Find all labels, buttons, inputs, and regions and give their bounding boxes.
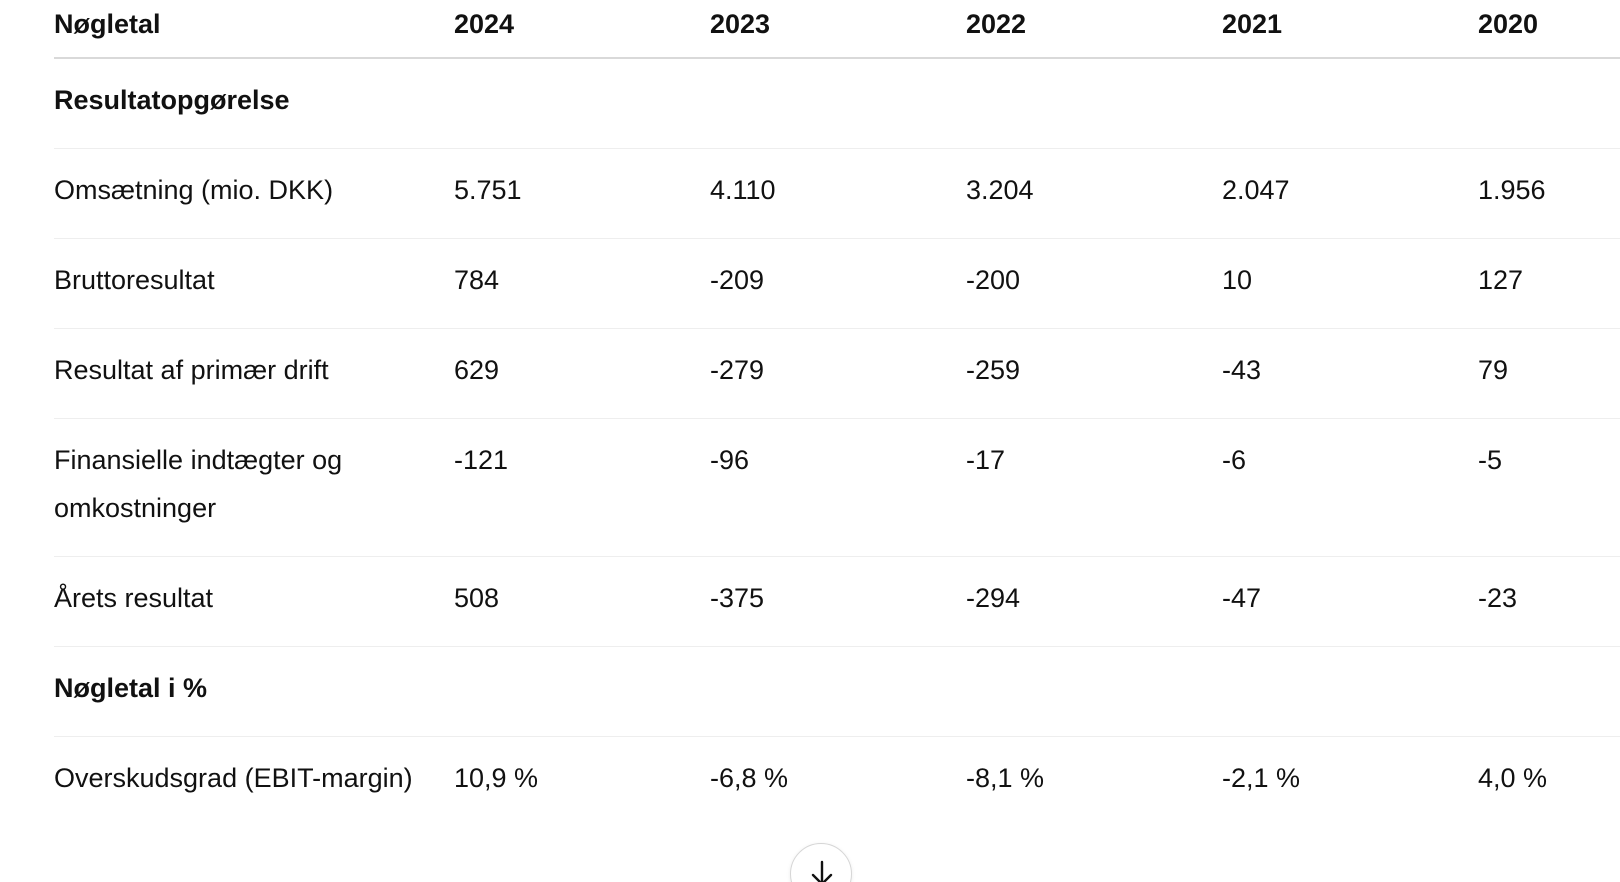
cell-value: 79 <box>1478 354 1509 385</box>
cell-value: -375 <box>710 582 765 613</box>
cell-value: 5.751 <box>454 174 522 205</box>
row-label: Omsætning (mio. DKK) <box>54 174 334 205</box>
header-year: 2020 <box>1478 0 1620 59</box>
row-label: Resultat af primær drift <box>54 354 329 385</box>
table-row: Overskudsgrad (EBIT-margin) 10,9 % -6,8 … <box>54 736 1620 874</box>
row-label: Overskudsgrad (EBIT-margin) <box>54 762 413 793</box>
cell-value: 10 <box>1222 264 1253 295</box>
table-header-row: Nøgletal 2024 2023 2022 2021 2020 <box>54 0 1620 59</box>
header-year: 2023 <box>710 0 966 59</box>
cell-value: -121 <box>454 444 509 475</box>
table-row: Omsætning (mio. DKK) 5.751 4.110 3.204 2… <box>54 148 1620 239</box>
header-year: 2021 <box>1222 0 1478 59</box>
cell-value: -294 <box>966 582 1021 613</box>
table-row: Årets resultat 508 -375 -294 -47 -23 <box>54 556 1620 647</box>
cell-value: 10,9 % <box>454 762 539 793</box>
cell-value: -96 <box>710 444 750 475</box>
cell-value: -5 <box>1478 444 1503 475</box>
cell-value: -6,8 % <box>710 762 789 793</box>
cell-value: 4,0 % <box>1478 762 1548 793</box>
cell-value: -23 <box>1478 582 1518 613</box>
cell-value: 127 <box>1478 264 1524 295</box>
cell-value: 508 <box>454 582 500 613</box>
cell-value: -200 <box>966 264 1021 295</box>
section-row-income-statement: Resultatopgørelse <box>54 58 1620 149</box>
cell-value: 4.110 <box>710 174 776 205</box>
header-year: 2024 <box>454 0 710 59</box>
cell-value: -43 <box>1222 354 1262 385</box>
cell-value: -209 <box>710 264 765 295</box>
section-title: Resultatopgørelse <box>54 85 290 115</box>
cell-value: 2.047 <box>1222 174 1290 205</box>
key-figures-table: Nøgletal 2024 2023 2022 2021 2020 Result… <box>54 0 1620 874</box>
cell-value: -17 <box>966 444 1006 475</box>
table-row: Bruttoresultat 784 -209 -200 10 127 <box>54 238 1620 329</box>
cell-value: -279 <box>710 354 765 385</box>
table-row: Finansielle indtægter og omkostninger -1… <box>54 418 1620 557</box>
header-label: Nøgletal <box>54 0 454 59</box>
arrow-down-icon <box>811 860 833 882</box>
header-year: 2022 <box>966 0 1222 59</box>
section-row-key-ratios: Nøgletal i % <box>54 646 1620 737</box>
row-label: Finansielle indtægter og omkostninger <box>54 444 343 523</box>
table-row: Resultat af primær drift 629 -279 -259 -… <box>54 328 1620 419</box>
cell-value: 629 <box>454 354 500 385</box>
row-label: Årets resultat <box>54 582 214 613</box>
cell-value: -2,1 % <box>1222 762 1301 793</box>
cell-value: 3.204 <box>966 174 1034 205</box>
row-label: Bruttoresultat <box>54 264 215 295</box>
cell-value: 784 <box>454 264 500 295</box>
cell-value: -6 <box>1222 444 1247 475</box>
cell-value: -259 <box>966 354 1021 385</box>
cell-value: -47 <box>1222 582 1262 613</box>
cell-value: -8,1 % <box>966 762 1045 793</box>
cell-value: 1.956 <box>1478 174 1546 205</box>
section-title: Nøgletal i % <box>54 672 208 703</box>
